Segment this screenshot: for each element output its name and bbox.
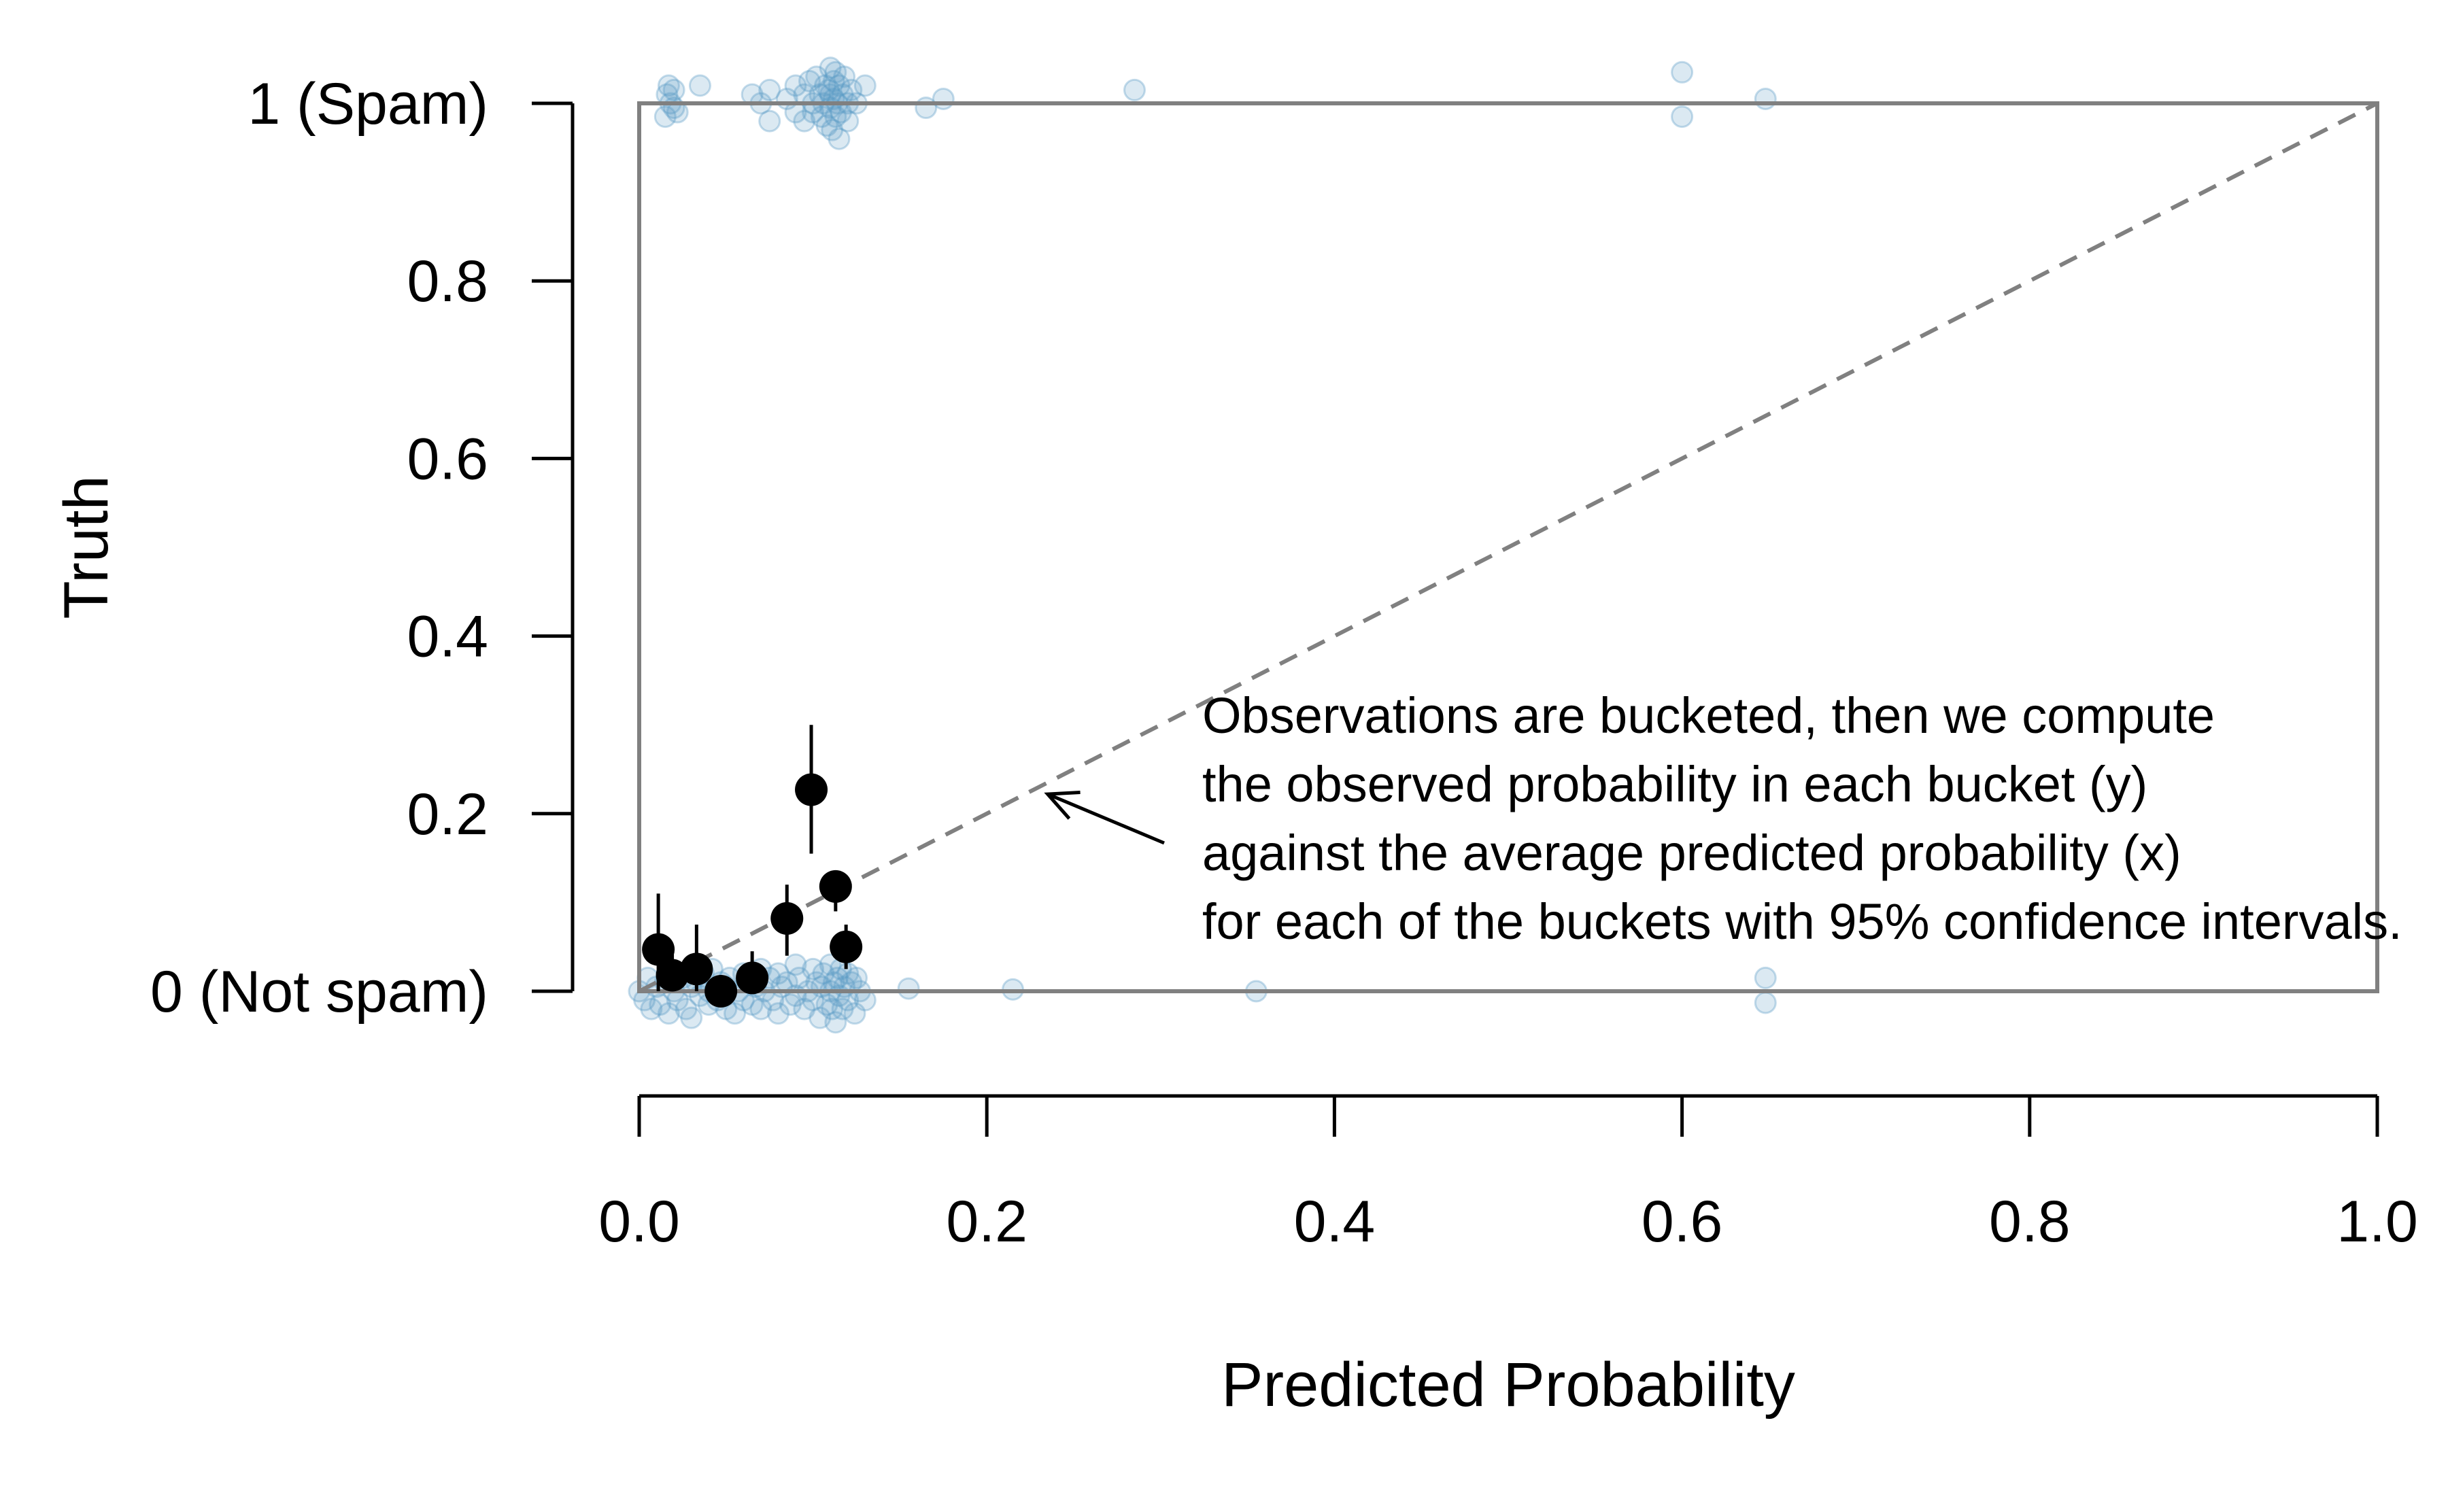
- observation-point-spam: [815, 114, 838, 137]
- x-axis: 0.0 0.2 0.4 0.6 0.8 1.0: [598, 1094, 2418, 1254]
- bucket-point: [736, 961, 769, 995]
- observation-point-not-spam: [815, 993, 838, 1016]
- observation-point-spam: [828, 74, 851, 97]
- observation-point-not-spam: [793, 997, 816, 1020]
- observation-point-spam: [1754, 87, 1777, 110]
- x-axis-label: Predicted Probability: [1221, 1350, 1795, 1420]
- observation-point-spam: [1671, 105, 1694, 128]
- x-tick-label: 0.2: [946, 1189, 1027, 1254]
- observation-point-spam: [813, 74, 836, 97]
- bucket-point: [704, 975, 738, 1008]
- observation-point-not-spam: [741, 993, 764, 1016]
- observation-point-spam: [1123, 78, 1146, 101]
- y-tick-label: 0.6: [407, 426, 488, 492]
- observation-point-spam: [653, 105, 677, 128]
- x-tick-label: 1.0: [2336, 1189, 2418, 1254]
- x-tick-label: 0.6: [1642, 1189, 1723, 1254]
- observation-point-not-spam: [836, 962, 860, 985]
- observation-point-spam: [805, 65, 828, 88]
- y-tick-label: 0.2: [407, 782, 488, 847]
- y-tick-label: 0.8: [407, 249, 488, 314]
- y-axis-label: Truth: [52, 475, 121, 619]
- x-tick-label: 0.4: [1294, 1189, 1376, 1254]
- bucket-point: [795, 773, 828, 806]
- observation-point-not-spam: [640, 997, 663, 1020]
- observation-point-not-spam: [809, 1006, 832, 1029]
- observation-point-not-spam: [766, 1002, 789, 1025]
- observation-point-not-spam: [675, 997, 698, 1020]
- y-tick-label: 1 (Spam): [248, 71, 488, 137]
- observation-point-not-spam: [1754, 991, 1777, 1014]
- observation-point-not-spam: [724, 1002, 747, 1025]
- bucket-points: [642, 725, 863, 1008]
- observation-point-spam: [932, 87, 955, 110]
- annotation-line: against the average predicted probabilit…: [1202, 825, 2181, 881]
- observation-point-not-spam: [787, 966, 811, 989]
- observation-point-not-spam: [784, 953, 807, 976]
- observation-point-spam: [828, 127, 851, 150]
- observation-point-not-spam: [824, 1011, 847, 1034]
- observation-point-spam: [821, 118, 844, 141]
- observation-point-not-spam: [831, 997, 854, 1020]
- observation-point-not-spam: [657, 1002, 680, 1025]
- observation-point-not-spam: [826, 966, 849, 989]
- observation-point-spam: [822, 69, 845, 92]
- annotation: Observations are bucketed, then we compu…: [1044, 687, 2402, 950]
- observation-point-spam: [793, 109, 816, 133]
- annotation-line: Observations are bucketed, then we compu…: [1202, 687, 2215, 744]
- observation-point-not-spam: [812, 962, 835, 985]
- observation-point-spam: [662, 78, 685, 101]
- x-tick-label: 0.8: [1989, 1189, 2071, 1254]
- observation-point-spam: [819, 56, 842, 80]
- observation-point-spam: [758, 109, 781, 133]
- annotation-line: for each of the buckets with 95% confide…: [1202, 893, 2402, 950]
- observation-point-not-spam: [680, 1006, 703, 1029]
- bucket-point: [680, 952, 713, 986]
- observation-point-not-spam: [1754, 966, 1777, 989]
- observation-point-not-spam: [749, 997, 772, 1020]
- annotation-text: Observations are bucketed, then we compu…: [1202, 687, 2402, 950]
- bucket-point: [642, 933, 675, 966]
- observation-point-spam: [824, 105, 847, 128]
- observation-point-not-spam: [766, 962, 789, 985]
- observation-point-spam: [817, 78, 840, 101]
- observation-point-not-spam: [897, 977, 920, 1000]
- observation-point-spam: [853, 74, 877, 97]
- observation-point-spam: [688, 74, 711, 97]
- observation-point-not-spam: [821, 997, 844, 1020]
- y-axis: 0 (Not spam) 0.2 0.4 0.6 0.8 1 (Spam): [150, 71, 575, 1025]
- bucket-point: [770, 901, 804, 935]
- observation-point-spam: [824, 61, 847, 84]
- x-tick-label: 0.0: [598, 1189, 680, 1254]
- observation-point-spam: [810, 105, 833, 128]
- y-tick-label: 0.4: [407, 604, 488, 670]
- bucket-point: [819, 870, 852, 903]
- observation-point-spam: [836, 109, 860, 133]
- observation-point-not-spam: [802, 957, 825, 980]
- y-tick-label: 0 (Not spam): [150, 959, 488, 1025]
- observation-point-spam: [784, 74, 807, 97]
- observation-point-not-spam: [779, 993, 802, 1016]
- observation-points: [628, 56, 1777, 1034]
- observation-point-not-spam: [649, 993, 672, 1016]
- observation-point-spam: [840, 78, 863, 101]
- observation-point-spam: [758, 78, 781, 101]
- bucket-point: [830, 930, 863, 963]
- observation-point-spam: [833, 65, 856, 88]
- observation-point-spam: [798, 69, 821, 92]
- observation-point-not-spam: [819, 953, 842, 976]
- observation-point-not-spam: [845, 966, 868, 989]
- annotation-arrow-icon: [1047, 792, 1165, 845]
- reference-diagonal-line: [638, 101, 2379, 993]
- annotation-line: the observed probability in each bucket …: [1202, 756, 2147, 812]
- observation-point-not-spam: [843, 1002, 866, 1025]
- annotation-arrow-head: [1044, 791, 1081, 820]
- observation-point-spam: [1671, 61, 1694, 84]
- observation-point-spam: [657, 74, 680, 97]
- plot-region-box: [637, 101, 2379, 993]
